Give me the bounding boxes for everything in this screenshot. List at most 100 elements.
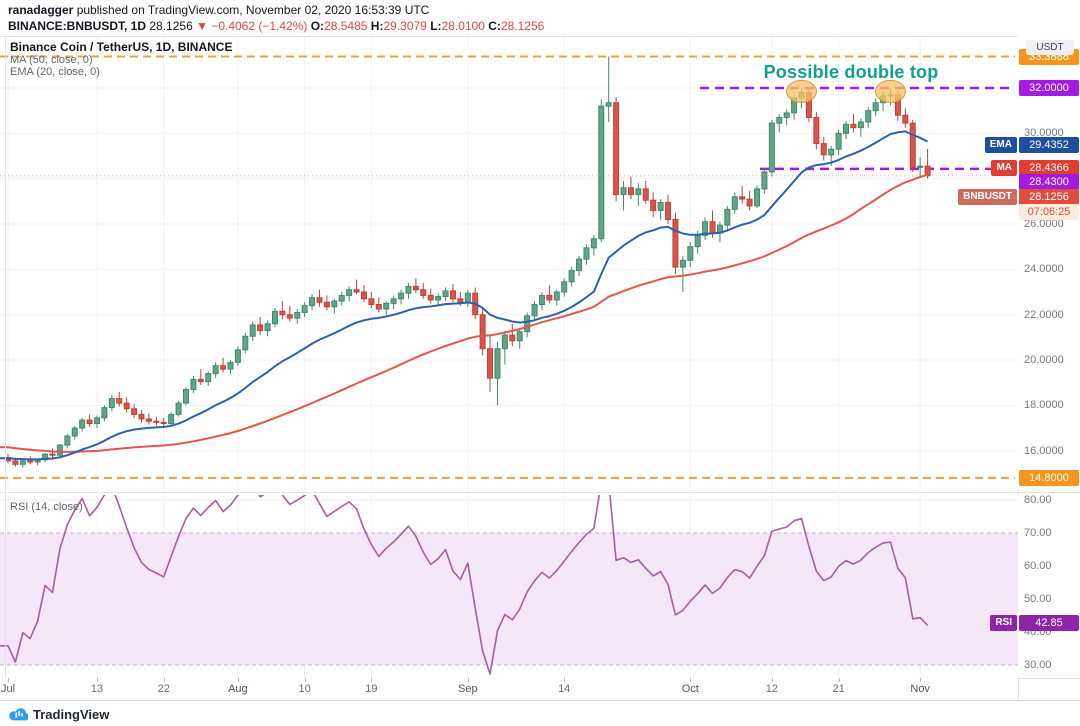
time-tick-label: 10 <box>298 683 311 695</box>
rsi-value-label: 42.85 <box>1019 615 1079 631</box>
candle-body <box>694 234 701 248</box>
top-ellipse[interactable] <box>875 79 907 103</box>
candle-body <box>108 398 115 409</box>
candle-body <box>390 298 397 304</box>
candle-body <box>123 402 130 410</box>
candle-body <box>234 349 241 363</box>
candle-body <box>220 365 227 370</box>
publication-header: ranadagger published on TradingView.com,… <box>0 0 1080 36</box>
author-name: ranadagger <box>8 3 74 17</box>
candle-body <box>650 199 657 211</box>
candle-body <box>27 460 34 463</box>
candle-body <box>909 122 916 168</box>
candle-body <box>457 298 464 303</box>
ma50-line <box>0 173 928 453</box>
candle-body <box>754 188 761 207</box>
candle-body <box>598 105 605 240</box>
candle-body <box>509 334 516 342</box>
candle-body <box>449 290 456 300</box>
rsi-tick-label: 70.00 <box>1024 527 1052 539</box>
top-ellipse[interactable] <box>786 79 818 103</box>
candle-body <box>279 310 286 316</box>
candle-body <box>672 218 679 268</box>
time-tick-label: Nov <box>910 683 930 695</box>
price-tick-label: 16.0000 <box>1024 444 1064 457</box>
open-label: O: <box>310 19 325 33</box>
candle-body <box>227 361 234 370</box>
rsi-axis[interactable]: 80.00 70.00 60.00 50.00 40.00 30.00 42.85 <box>1018 494 1080 678</box>
rsi-tick-label: 50.00 <box>1024 593 1052 605</box>
candle-body <box>331 300 338 308</box>
candle-body <box>813 116 820 145</box>
price-axis-label: 28.4300 <box>1019 174 1079 190</box>
candle-body <box>182 389 189 404</box>
candle-body <box>835 132 842 150</box>
time-tick-mark <box>564 678 566 682</box>
candle-body <box>605 102 612 107</box>
tradingview-brand-text[interactable]: TradingView <box>33 706 110 722</box>
candle-body <box>264 323 271 332</box>
candle-body <box>776 116 783 124</box>
candle-body <box>768 122 775 173</box>
time-tick-mark <box>237 678 239 682</box>
candle-body <box>360 291 367 300</box>
pane-divider[interactable] <box>0 492 1080 493</box>
rsi-legend[interactable]: RSI (14, close) <box>10 501 83 513</box>
close-value: 28.1256 <box>500 19 545 33</box>
candle-body <box>145 418 152 422</box>
symbol-ohlc-line: BINANCE:BNBUSDT, 1D 28.1256 ▼ −0.4062 (−… <box>8 19 544 33</box>
candle-body <box>583 247 590 260</box>
candle-body <box>286 314 293 319</box>
price-tick-label: 26.0000 <box>1024 218 1064 231</box>
candle-body <box>902 114 909 124</box>
symbol-legend[interactable]: Binance Coin / TetherUS, 1D, BINANCE <box>10 40 233 54</box>
candle-body <box>64 435 71 446</box>
candle-body <box>665 201 672 220</box>
price-tick-label: 20.0000 <box>1024 354 1064 367</box>
candle-body <box>761 171 768 190</box>
double-top-annotation[interactable]: Possible double top <box>763 62 939 82</box>
time-tick-label: 13 <box>90 683 104 695</box>
candle-body <box>49 453 56 456</box>
high-label: H: <box>370 19 384 33</box>
rsi-line <box>0 495 929 675</box>
time-tick-mark <box>838 678 840 682</box>
time-axis[interactable]: Jul 13 22 Aug 10 19 Sep 14 Oct 12 21 Nov <box>0 678 1018 700</box>
price-tick-label: 24.0000 <box>1024 263 1064 276</box>
candle-body <box>479 314 486 350</box>
candle-body <box>590 238 597 249</box>
tradingview-logo-icon[interactable] <box>8 707 28 722</box>
time-tick-label: Oct <box>681 683 699 695</box>
candle-body <box>657 201 664 211</box>
low-label: L: <box>430 19 442 33</box>
price-tick-label: 18.0000 <box>1024 399 1064 412</box>
candle-body <box>12 460 19 465</box>
price-pane[interactable] <box>0 36 1018 490</box>
ma-legend[interactable]: MA (50, close, 0) <box>10 54 93 66</box>
candle-body <box>828 148 835 156</box>
candle-body <box>427 294 434 301</box>
footer-bar: TradingView <box>0 700 1080 726</box>
ema-legend[interactable]: EMA (20, close, 0) <box>10 66 100 78</box>
candle-body <box>242 335 249 351</box>
candle-body <box>627 187 634 196</box>
price-axis[interactable]: 30.0000 26.0000 24.0000 22.0000 20.0000 18.00… <box>1018 36 1080 490</box>
rsi-tick-label: 30.00 <box>1024 659 1052 671</box>
rsi-tick-label: 60.00 <box>1024 560 1052 572</box>
candle-body <box>323 301 330 308</box>
candle-body <box>353 289 360 293</box>
time-tick-mark <box>304 678 306 682</box>
candle-body <box>568 269 575 283</box>
currency-toggle-button[interactable]: USDT <box>1026 40 1074 55</box>
candle-body <box>346 289 353 296</box>
candle-body <box>338 294 345 302</box>
time-tick-label: 22 <box>157 683 170 695</box>
rsi-pane[interactable] <box>0 495 1018 678</box>
last-price: 28.1256 <box>149 19 193 33</box>
candle-body <box>79 419 86 429</box>
price-legend[interactable]: Binance Coin / TetherUS, 1D, BINANCE MA … <box>10 40 232 78</box>
candle-body <box>739 196 746 200</box>
publication-line: ranadagger published on TradingView.com,… <box>8 3 429 17</box>
ema20-line <box>0 130 929 461</box>
time-tick-label: Sep <box>457 683 478 695</box>
